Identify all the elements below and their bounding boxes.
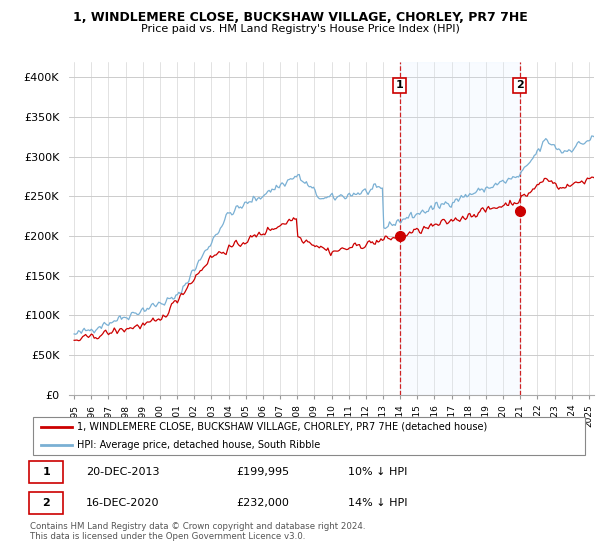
FancyBboxPatch shape: [33, 417, 585, 455]
Text: 1: 1: [396, 81, 403, 90]
Text: 1, WINDLEMERE CLOSE, BUCKSHAW VILLAGE, CHORLEY, PR7 7HE (detached house): 1, WINDLEMERE CLOSE, BUCKSHAW VILLAGE, C…: [77, 422, 488, 432]
Text: Price paid vs. HM Land Registry's House Price Index (HPI): Price paid vs. HM Land Registry's House …: [140, 24, 460, 34]
Text: 1: 1: [43, 467, 50, 477]
Text: 10% ↓ HPI: 10% ↓ HPI: [348, 467, 407, 477]
Text: 14% ↓ HPI: 14% ↓ HPI: [348, 498, 407, 508]
FancyBboxPatch shape: [29, 461, 64, 483]
Text: 20-DEC-2013: 20-DEC-2013: [86, 467, 160, 477]
Text: 1, WINDLEMERE CLOSE, BUCKSHAW VILLAGE, CHORLEY, PR7 7HE: 1, WINDLEMERE CLOSE, BUCKSHAW VILLAGE, C…: [73, 11, 527, 24]
Bar: [400, 62, 520, 395]
Text: Contains HM Land Registry data © Crown copyright and database right 2024.
This d: Contains HM Land Registry data © Crown c…: [30, 522, 365, 542]
Text: £232,000: £232,000: [236, 498, 289, 508]
Text: £199,995: £199,995: [236, 467, 290, 477]
Text: 16-DEC-2020: 16-DEC-2020: [86, 498, 160, 508]
Text: HPI: Average price, detached house, South Ribble: HPI: Average price, detached house, Sout…: [77, 440, 320, 450]
Text: 2: 2: [516, 81, 524, 90]
FancyBboxPatch shape: [29, 492, 64, 514]
Text: 2: 2: [43, 498, 50, 508]
